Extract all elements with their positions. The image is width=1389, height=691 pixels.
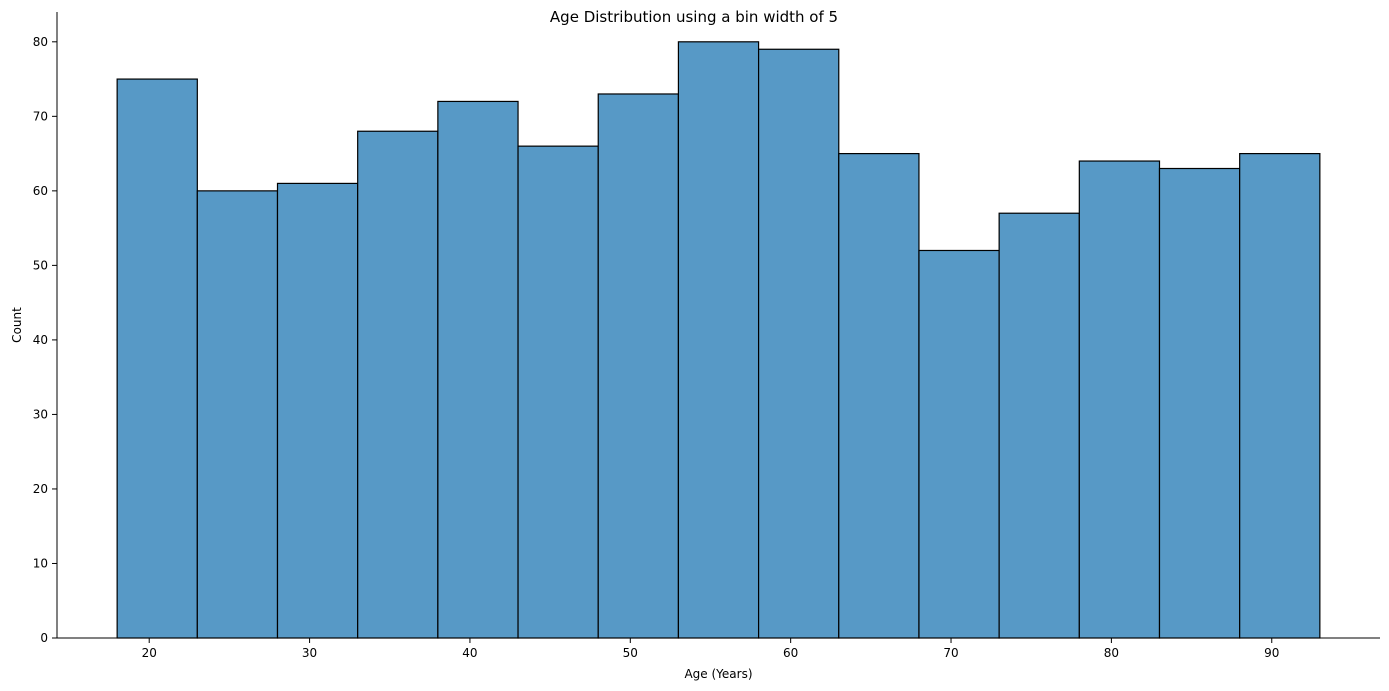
y-tick-label: 70 — [33, 109, 48, 123]
x-tick-label: 60 — [783, 646, 798, 660]
histogram-bar — [838, 152, 920, 639]
bars-group — [116, 41, 1321, 639]
x-axis-label: Age (Years) — [684, 667, 752, 681]
y-ticks: 0 10 20 30 40 50 60 70 80 — [33, 35, 57, 645]
y-tick-label: 40 — [33, 333, 48, 347]
x-tick-label: 40 — [462, 646, 477, 660]
histogram-bar — [357, 130, 439, 639]
y-tick-label: 30 — [33, 407, 48, 421]
y-tick-label: 10 — [33, 556, 48, 570]
histogram-bar — [1078, 160, 1161, 639]
y-tick-label: 20 — [33, 482, 48, 496]
x-tick-label: 80 — [1104, 646, 1119, 660]
x-ticks: 20 30 40 50 60 70 80 90 — [142, 638, 1279, 660]
y-tick-label: 50 — [33, 258, 48, 272]
histogram-bar — [998, 212, 1080, 639]
histogram-bar — [517, 145, 599, 639]
histogram-bar — [196, 190, 279, 639]
chart-title: Age Distribution using a bin width of 5 — [550, 8, 838, 26]
x-tick-label: 30 — [302, 646, 317, 660]
x-tick-label: 50 — [623, 646, 638, 660]
histogram-bar — [116, 78, 198, 639]
histogram-bar — [437, 100, 519, 639]
y-tick-label: 80 — [33, 35, 48, 49]
y-tick-label: 60 — [33, 184, 48, 198]
histogram-bar — [597, 93, 680, 639]
y-axis-label: Count — [10, 307, 24, 343]
histogram-bar — [276, 182, 359, 639]
histogram-bar — [1158, 167, 1241, 639]
x-tick-label: 70 — [943, 646, 958, 660]
histogram-bar — [757, 48, 840, 639]
y-tick-label: 0 — [40, 631, 48, 645]
histogram-bar — [677, 41, 760, 639]
histogram-bar — [1239, 152, 1321, 639]
histogram-bar — [918, 249, 1000, 639]
x-tick-label: 20 — [142, 646, 157, 660]
x-tick-label: 90 — [1264, 646, 1279, 660]
